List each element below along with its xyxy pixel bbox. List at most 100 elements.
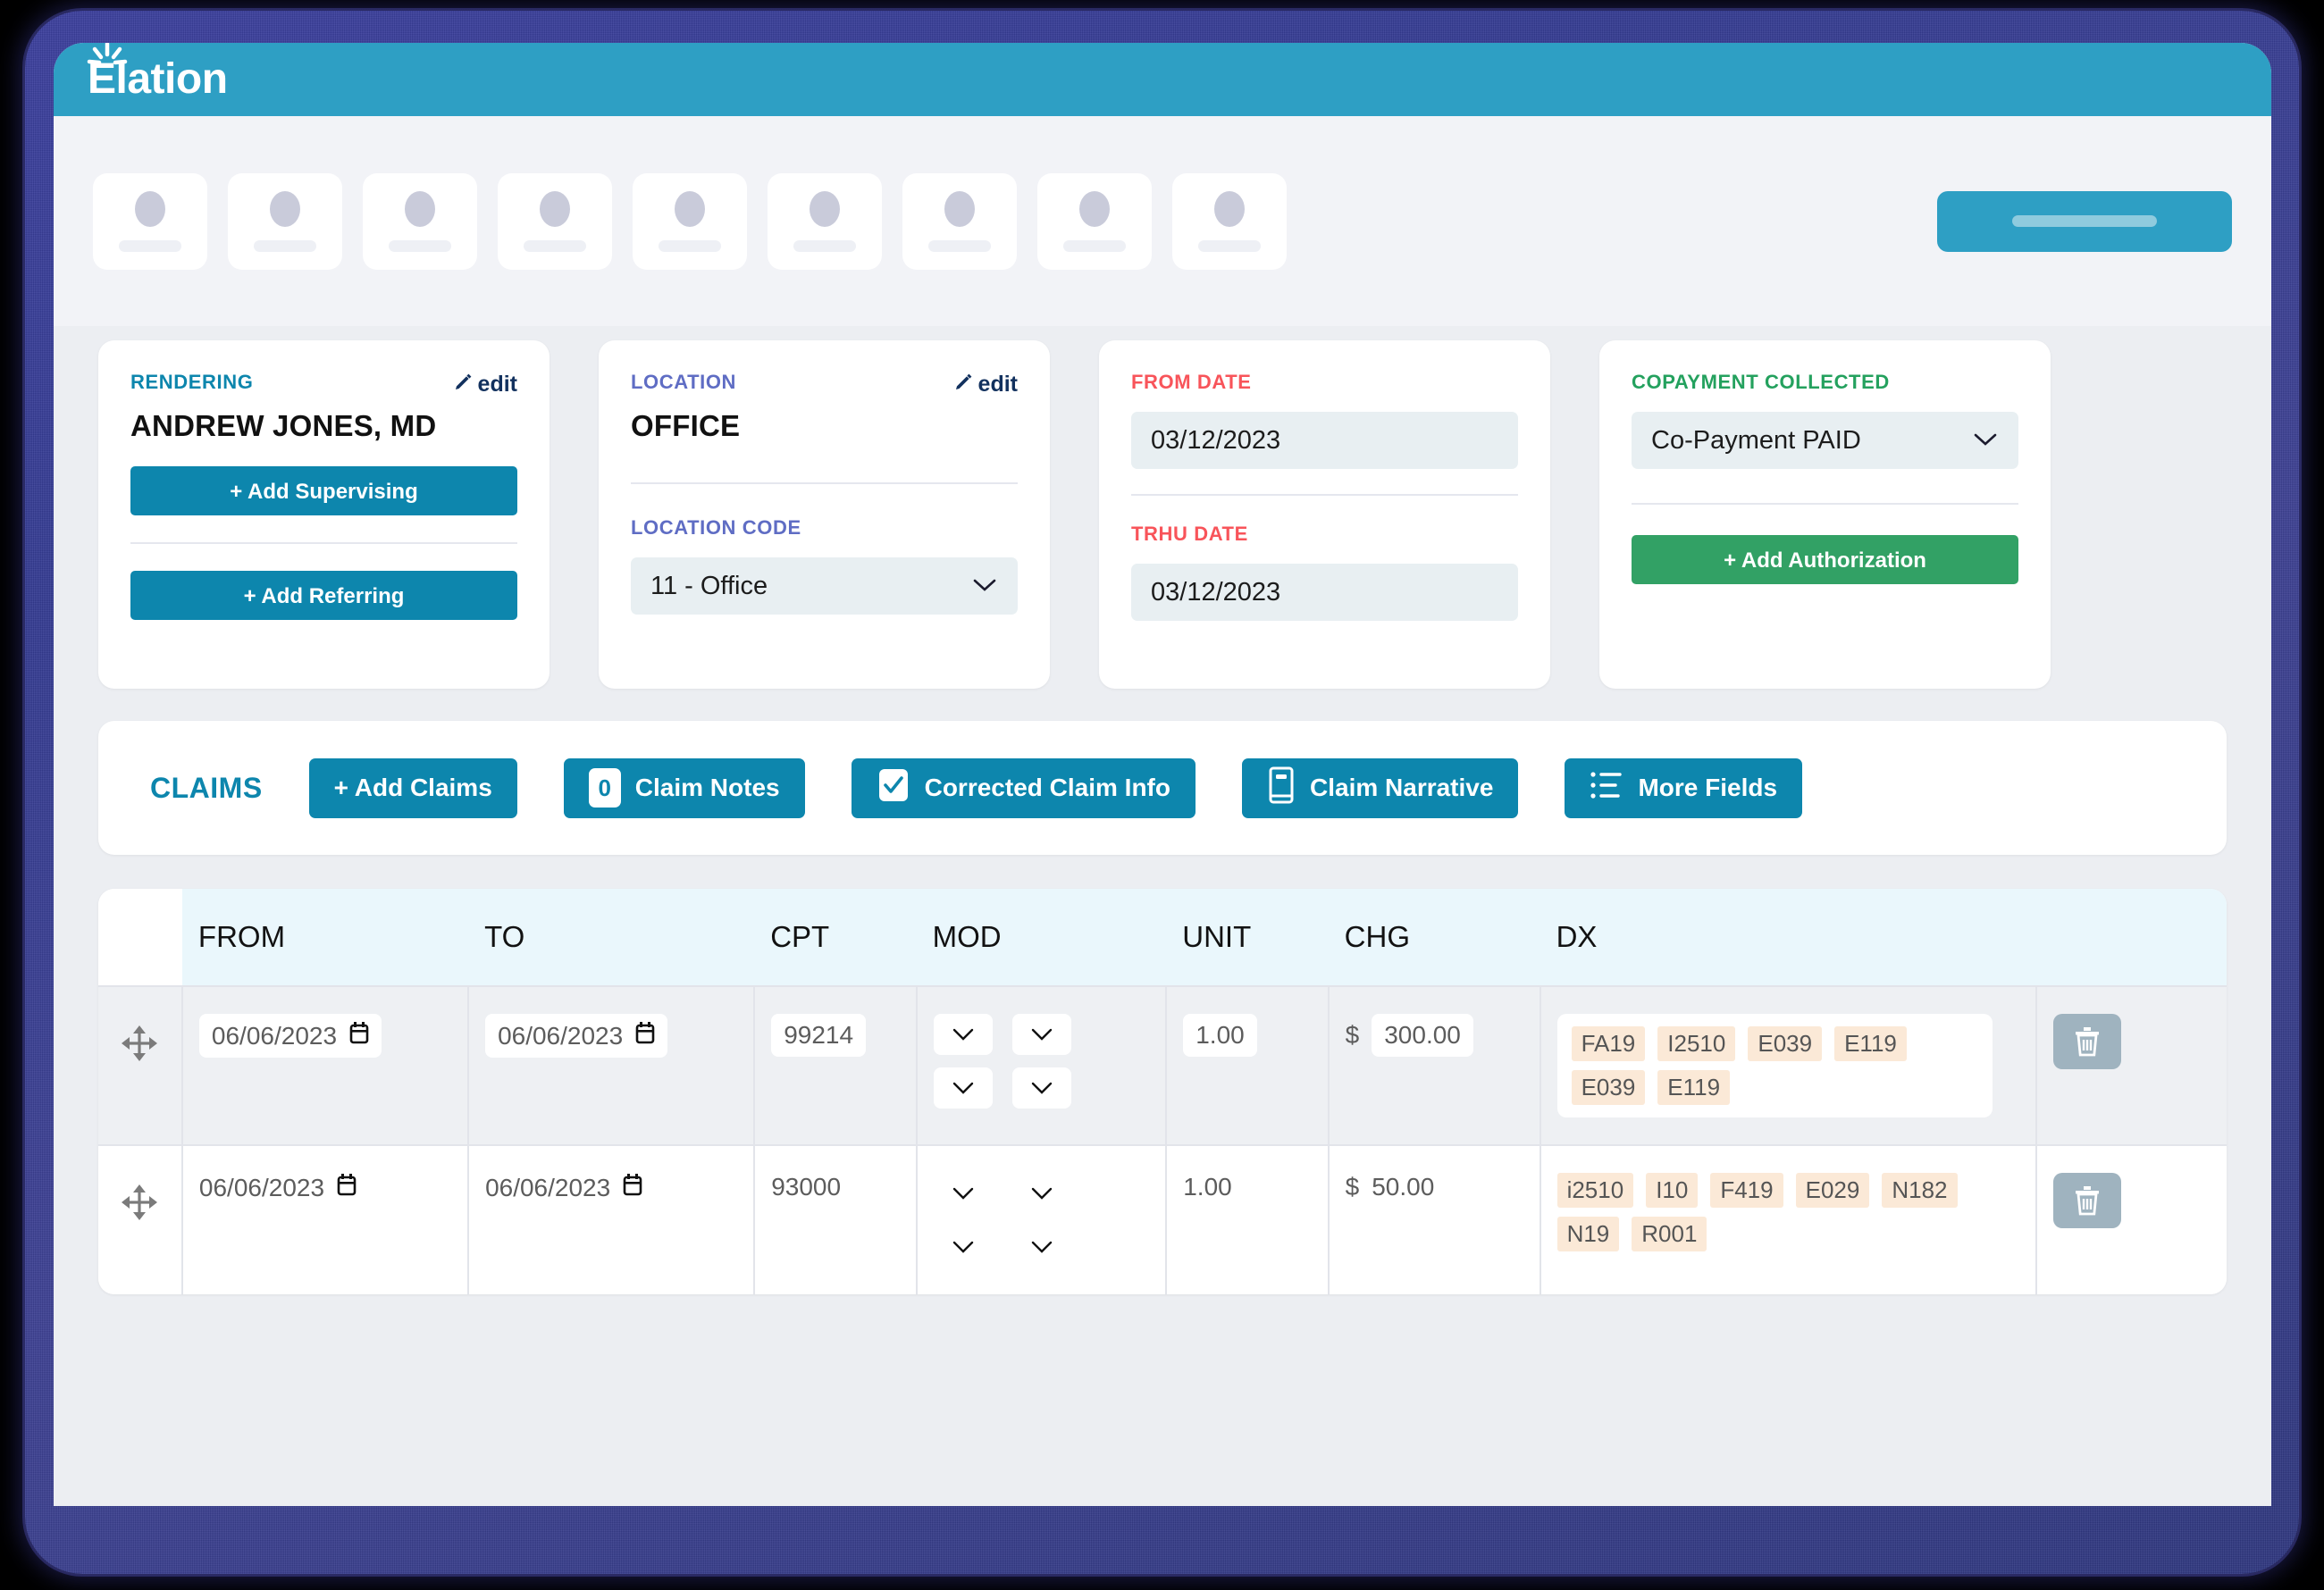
dx-tag[interactable]: E119 <box>1834 1026 1907 1061</box>
nav-skeleton-card[interactable] <box>902 172 1017 270</box>
thru-date-label: TRHU DATE <box>1131 523 1248 545</box>
rendering-edit-button[interactable]: edit <box>453 371 517 398</box>
dx-tag[interactable]: E039 <box>1748 1026 1823 1061</box>
brand-logo[interactable]: Elation <box>87 43 228 103</box>
nav-skeleton-card[interactable] <box>498 172 612 270</box>
delete-row-button[interactable] <box>2052 1014 2121 1069</box>
mod-select-4[interactable] <box>1012 1226 1071 1268</box>
row-drag-handle[interactable] <box>98 1144 183 1294</box>
nav-skeleton-card[interactable] <box>633 172 747 270</box>
dx-tag[interactable]: I2510 <box>1657 1026 1736 1061</box>
to-date-input[interactable]: 06/06/2023 <box>485 1173 642 1202</box>
sparkle-icon <box>84 43 130 84</box>
header-chg: CHG <box>1328 889 1540 986</box>
dx-tag[interactable]: E039 <box>1571 1070 1646 1105</box>
row-drag-handle[interactable] <box>98 985 183 1145</box>
calendar-icon <box>623 1173 642 1202</box>
thru-date-input[interactable]: 03/12/2023 <box>1131 564 1518 621</box>
claim-notes-button[interactable]: 0 Claim Notes <box>563 757 805 818</box>
dx-tag[interactable]: I10 <box>1646 1173 1699 1208</box>
dx-tag[interactable]: E029 <box>1795 1173 1870 1208</box>
dx-tag[interactable]: FA19 <box>1571 1026 1646 1061</box>
chg-input[interactable]: 300.00 <box>1372 1014 1473 1057</box>
pencil-icon <box>953 371 975 398</box>
from-date-input[interactable]: 06/06/2023 <box>199 1173 357 1202</box>
add-claims-label: + Add Claims <box>333 774 492 801</box>
to-date-input[interactable]: 06/06/2023 <box>485 1014 668 1058</box>
nav-skeleton-card[interactable] <box>363 172 477 270</box>
header-to: TO <box>468 889 755 986</box>
label-placeholder <box>389 239 451 252</box>
mod-select-3[interactable] <box>934 1226 993 1268</box>
header-dx: DX <box>1540 889 2036 986</box>
label-placeholder <box>928 239 991 252</box>
more-fields-button[interactable]: More Fields <box>1565 757 1803 818</box>
chg-input[interactable]: 50.00 <box>1372 1173 1434 1201</box>
mod-select-4[interactable] <box>1011 1067 1071 1109</box>
brand-name: Elation <box>88 55 228 103</box>
row-unit-cell: 1.00 <box>1166 985 1330 1145</box>
location-code-select[interactable]: 11 - Office <box>631 557 1018 615</box>
dx-tag[interactable]: i2510 <box>1556 1173 1634 1208</box>
from-date-value: 06/06/2023 <box>198 1173 325 1201</box>
mod-select-1[interactable] <box>933 1014 993 1055</box>
header-drag-spacer <box>98 889 182 986</box>
label-placeholder <box>659 239 721 252</box>
unit-input[interactable]: 1.00 <box>1183 1014 1257 1057</box>
dx-tag-list[interactable]: FA19 I2510 E039 E119 E039 E119 <box>1556 1014 1993 1117</box>
claim-notes-count-badge: 0 <box>588 768 621 808</box>
label-placeholder <box>1063 239 1126 252</box>
nav-skeleton-card[interactable] <box>1037 172 1152 270</box>
to-date-value: 06/06/2023 <box>485 1173 611 1201</box>
delete-row-button[interactable] <box>2052 1173 2121 1228</box>
dx-tag[interactable]: N182 <box>1882 1173 1958 1208</box>
location-edit-button[interactable]: edit <box>953 371 1018 398</box>
dx-tag-list[interactable]: i2510 I10 F419 E029 N182 N19 R001 <box>1556 1173 1964 1251</box>
pencil-icon <box>453 371 474 398</box>
add-referring-button[interactable]: + Add Referring <box>130 571 517 620</box>
checkbox-checked-icon <box>877 766 910 810</box>
location-code-value: 11 - Office <box>650 571 768 600</box>
mod-select-2[interactable] <box>1012 1173 1071 1214</box>
mod-select-2[interactable] <box>1011 1014 1071 1055</box>
add-supervising-button[interactable]: + Add Supervising <box>130 466 517 515</box>
avatar-placeholder-icon <box>810 190 840 227</box>
nav-skeleton-card[interactable] <box>768 172 882 270</box>
location-label: LOCATION <box>631 371 737 393</box>
brand-bar: Elation <box>54 43 2271 116</box>
row-cpt-cell: 93000 <box>754 1144 918 1294</box>
nav-skeleton-card[interactable] <box>228 172 342 270</box>
nav-primary-button[interactable] <box>1937 190 2232 252</box>
claim-narrative-button[interactable]: Claim Narrative <box>1242 757 1519 818</box>
calendar-icon <box>635 1021 655 1050</box>
dx-tag[interactable]: E119 <box>1657 1070 1731 1105</box>
header-cpt: CPT <box>754 889 917 986</box>
mod-select-3[interactable] <box>933 1067 993 1109</box>
dx-tag[interactable]: N19 <box>1556 1217 1620 1251</box>
nav-skeleton-card[interactable] <box>1172 172 1287 270</box>
calendar-icon <box>349 1021 369 1050</box>
row-from-cell: 06/06/2023 <box>181 1144 470 1294</box>
cpt-input[interactable]: 93000 <box>771 1173 841 1201</box>
dx-tag[interactable]: F419 <box>1710 1173 1783 1208</box>
label-placeholder <box>254 239 316 252</box>
unit-input[interactable]: 1.00 <box>1183 1173 1232 1201</box>
from-date-input[interactable]: 06/06/2023 <box>198 1014 382 1058</box>
header-from: FROM <box>181 889 469 986</box>
rendering-label: RENDERING <box>130 371 254 393</box>
dx-tag[interactable]: R001 <box>1632 1217 1707 1251</box>
row-chg-cell: $ 50.00 <box>1328 1144 1541 1294</box>
row-cpt-cell: 99214 <box>754 985 918 1145</box>
add-claims-button[interactable]: + Add Claims <box>308 757 517 818</box>
corrected-claim-info-button[interactable]: Corrected Claim Info <box>851 757 1196 818</box>
copayment-value: Co-Payment PAID <box>1651 425 1861 455</box>
copayment-select[interactable]: Co-Payment PAID <box>1632 412 2018 469</box>
nav-skeleton-card[interactable] <box>93 172 207 270</box>
cpt-input[interactable]: 99214 <box>771 1014 867 1057</box>
mod-select-1[interactable] <box>934 1173 993 1214</box>
row-mod-cell <box>916 985 1168 1145</box>
from-date-input[interactable]: 03/12/2023 <box>1131 412 1518 469</box>
claims-toolbar: CLAIMS + Add Claims 0 Claim Notes Correc… <box>98 721 2227 855</box>
add-authorization-button[interactable]: + Add Authorization <box>1632 535 2018 584</box>
row-to-cell: 06/06/2023 <box>468 1144 756 1294</box>
